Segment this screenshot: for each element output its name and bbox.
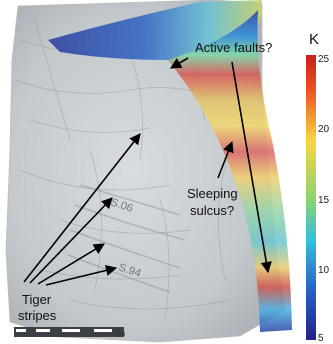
arrow-tiger-stripe-1 — [23, 133, 141, 283]
colorbar-unit: K — [309, 31, 319, 48]
arrow-tiger-stripe-2 — [29, 197, 113, 284]
arrow-tiger-stripe-4 — [45, 264, 118, 286]
scale-tick-20: 20 — [31, 339, 38, 344]
scale-tick-10: 10 — [22, 339, 29, 344]
colorbar-tick-20: 20 — [318, 124, 330, 135]
label-tiger-stripes: Tiger — [22, 292, 52, 307]
arrow-tiger-stripe-3 — [37, 243, 105, 285]
colorbar-tick-25: 25 — [318, 54, 330, 65]
label-sleeping-sulcus: Sleeping — [187, 186, 238, 201]
scale-tick-80: 80 — [96, 339, 103, 344]
colorbar: K 25 20 15 10 5 — [306, 31, 330, 344]
arrow-active-fault-upper — [170, 57, 189, 69]
colorbar-tick-15: 15 — [318, 195, 330, 206]
colorbar-tick-5: 5 — [318, 333, 324, 344]
scale-tick-60: 60 — [74, 339, 81, 344]
label-active-faults: Active faults? — [195, 40, 272, 55]
colorbar-tick-10: 10 — [318, 265, 330, 276]
thermal-data-strip — [48, 0, 292, 332]
colorbar-gradient — [306, 55, 316, 340]
arrow-sleeping-sulcus — [217, 140, 234, 179]
scale-tick-40: 40 — [50, 339, 57, 344]
arrow-active-fault-lower — [231, 61, 272, 274]
label-sleeping-sulcus-2: sulcus? — [190, 203, 234, 218]
label-tiger-stripes-2: stripes — [18, 308, 57, 323]
scale-bar: 0 10 20 40 60 80 km — [14, 327, 126, 344]
scale-tick-0: 0 — [14, 339, 18, 344]
annotation-arrows — [23, 57, 272, 286]
scale-unit: km — [116, 331, 126, 338]
